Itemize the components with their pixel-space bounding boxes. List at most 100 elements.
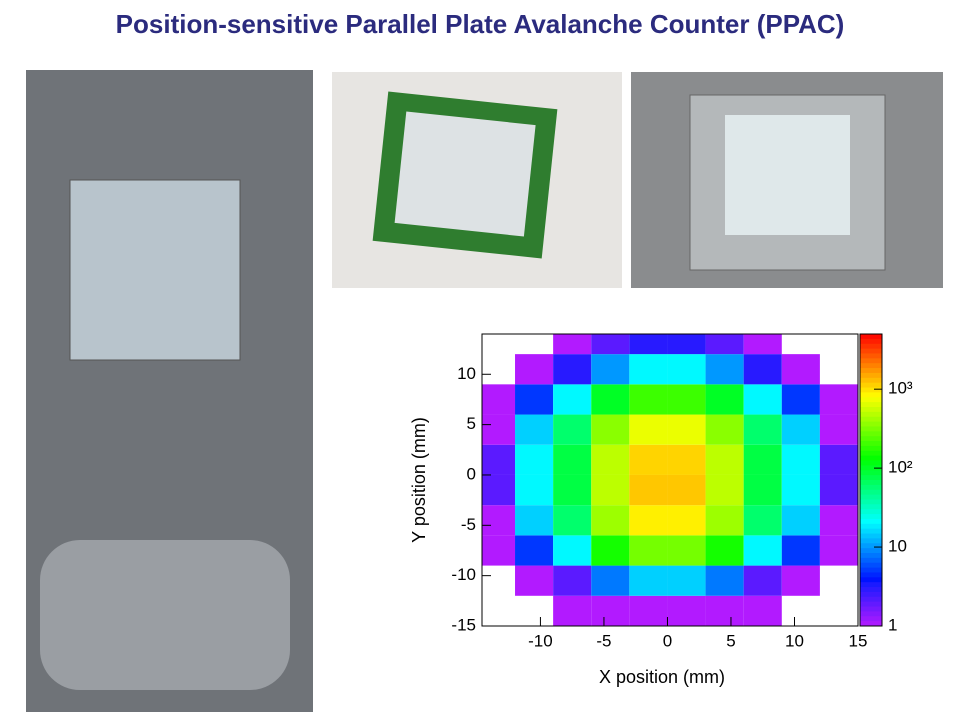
heat-cell [705,565,744,596]
heat-cell [743,474,782,506]
heat-cell [591,334,630,355]
colorbar-tick-label: 1 [888,615,897,634]
heat-cell [591,474,630,506]
heat-cell [629,334,668,355]
heat-cell [629,595,668,626]
colorbar-step [860,392,882,398]
y-axis-label: Y position (mm) [409,417,429,543]
colorbar-step [860,455,882,462]
colorbar-step [860,431,882,437]
heat-cell [705,535,744,566]
heat-cell [743,384,782,415]
heat-cell [515,444,554,475]
heat-cell [743,354,782,385]
heat-cell [781,414,820,445]
colorbar-step [860,334,882,340]
colorbar-frame [859,333,883,627]
colorbar-step [860,450,882,457]
heat-cell [819,384,858,415]
colorbar-step [860,387,882,393]
heat-cell [781,535,820,566]
heat-cell [553,595,592,626]
colorbar-step [860,494,882,500]
colorbar-step [860,445,882,452]
colorbar-step [860,557,882,564]
colorbar-step [860,377,882,384]
x-tick-label: 10 [785,631,804,650]
colorbar-step [860,397,882,403]
colorbar-step [860,368,882,374]
heat-cell [743,505,782,536]
colorbar-step [860,353,882,359]
heat-cell [667,414,706,445]
slide-title: Position-sensitive Parallel Plate Avalan… [116,9,845,39]
y-tick-label: -10 [451,565,476,584]
colorbar-step [860,611,882,617]
y-tick-label: -5 [461,515,476,534]
heat-cell [781,565,820,596]
heat-cell [591,505,630,536]
heat-cell [553,444,592,475]
heat-cell [743,414,782,445]
colorbar-tick-label: 10 [888,537,907,556]
colorbar-tick-label: 10² [888,458,913,477]
heat-cell [591,535,630,566]
colorbar-step [860,514,882,520]
heat-cell [667,505,706,536]
colorbar-step [860,553,882,559]
x-tick-label: 15 [849,631,868,650]
photos [26,70,943,712]
heat-cell [667,535,706,566]
heat-cell [629,535,668,566]
colorbar-step [860,567,882,573]
heat-cell [667,354,706,385]
colorbar-step [860,489,882,496]
colorbar-step [860,528,882,535]
heat-cell [743,535,782,566]
colorbar-step [860,480,882,486]
colorbar-step [860,621,882,627]
heat-cell [781,474,820,506]
heat-cell [591,354,630,385]
colorbar-step [860,538,882,544]
x-tick-label: 0 [663,631,672,650]
heat-cell [591,595,630,626]
heat-cell [705,474,744,506]
colorbar-step [860,582,882,588]
colorbar-step [860,411,882,418]
heat-cell [705,505,744,536]
colorbar-step [860,572,882,578]
colorbar-step [860,533,882,539]
heat-cell [515,414,554,445]
heat-cell [515,565,554,596]
heat-cell [629,384,668,415]
heat-cell [743,444,782,475]
colorbar-step [860,363,882,369]
photo-detail [69,179,241,361]
heat-cell [591,444,630,475]
colorbar-step [860,562,882,569]
colorbar-step [860,421,882,427]
colorbar-step [860,348,882,354]
heat-cell [667,595,706,626]
y-tick-label: 10 [457,364,476,383]
heat-cell [591,565,630,596]
x-tick-label: -10 [528,631,553,650]
heat-cell [591,384,630,415]
colorbar-step [860,338,882,345]
y-tick-label: 0 [467,464,476,483]
heat-cell [553,384,592,415]
heat-cell [667,565,706,596]
heat-cell [629,414,668,445]
heat-cell [667,474,706,506]
heat-cell [482,505,516,536]
photo-detail [725,115,850,235]
colorbar-step [860,548,882,554]
heat-cell [781,444,820,475]
heat-cell [553,565,592,596]
heat-cell [629,505,668,536]
heat-cell [482,444,516,475]
colorbar-step [860,587,882,593]
heat-cell [515,505,554,536]
